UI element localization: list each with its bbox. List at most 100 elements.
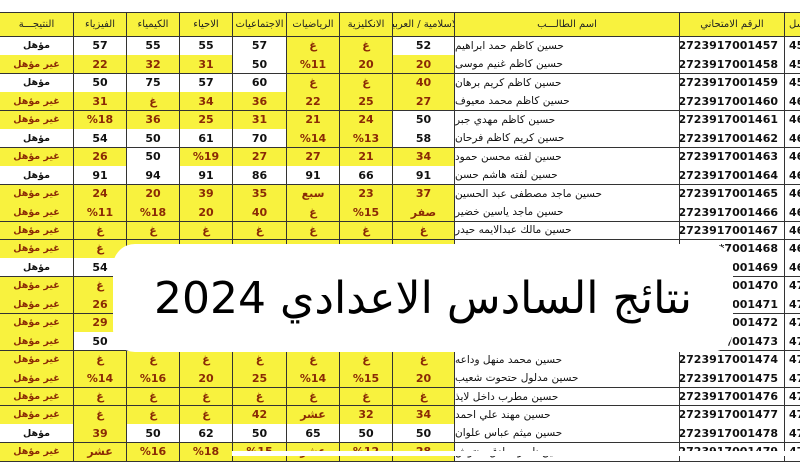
cell-chem: 32 xyxy=(127,55,180,75)
cell-exam-no: 2723917001458 xyxy=(680,55,785,75)
cell-bio: 20 xyxy=(180,369,233,389)
cell-math: سبع xyxy=(287,184,340,204)
cell-seq: 47 xyxy=(785,276,800,296)
title-banner: نتائج السادس الاعدادي 2024 xyxy=(113,244,733,352)
cell-result: غير مؤهل xyxy=(0,55,74,75)
cell-physics: %18 xyxy=(74,110,127,130)
cell-exam-no: 2723917001461 xyxy=(680,110,785,130)
cell-seq: 47 xyxy=(785,332,800,352)
cell-seq: 47 xyxy=(785,387,800,407)
cell-math: غ xyxy=(287,350,340,370)
cell-math: %11 xyxy=(287,55,340,75)
cell-english: 25 xyxy=(340,92,393,112)
cell-result: غير مؤهل xyxy=(0,406,74,425)
cell-chem: 50 xyxy=(127,424,180,444)
cell-bio: غ xyxy=(180,387,233,407)
cell-seq: 46 xyxy=(785,239,800,259)
cell-chem: 50 xyxy=(127,129,180,149)
cell-english: غ xyxy=(340,73,393,93)
cell-social: غ xyxy=(233,221,287,241)
header-chem: الكيمياء xyxy=(127,12,180,37)
cell-physics: عشر xyxy=(74,442,127,462)
cell-math: غ xyxy=(287,221,340,241)
cell-bio: غ xyxy=(180,406,233,425)
cell-math: 22 xyxy=(287,92,340,112)
cell-seq: 46 xyxy=(785,203,800,222)
cell-result: مؤهل xyxy=(0,37,74,56)
cell-name: حسين كاظم محمد معيوف xyxy=(455,92,680,112)
header-exam-no: الرقم الامتحاني xyxy=(680,12,785,37)
cell-chem: %18 xyxy=(127,203,180,222)
cell-exam-no: 2723917001474 xyxy=(680,350,785,370)
cell-chem: 55 xyxy=(127,37,180,56)
cell-exam-no: 2723917001464 xyxy=(680,166,785,186)
cell-seq: 45 xyxy=(785,55,800,75)
cell-math: 91 xyxy=(287,166,340,186)
cell-english: غ xyxy=(340,387,393,407)
cell-name: حسين مهند علي احمد xyxy=(455,406,680,425)
cell-chem: 94 xyxy=(127,166,180,186)
cell-english: 32 xyxy=(340,406,393,425)
cell-physics: 91 xyxy=(74,166,127,186)
cell-seq: 47 xyxy=(785,369,800,389)
cell-english: غ xyxy=(340,350,393,370)
header-bio: الاحياء xyxy=(180,12,233,37)
cell-social: 57 xyxy=(233,37,287,56)
cell-name: حسين مطرب داخل لايذ xyxy=(455,387,680,407)
cell-math: %14 xyxy=(287,369,340,389)
header-english: الانكليزية xyxy=(340,12,393,37)
cell-name: حسين ماجد مصطفى عبد الحسين xyxy=(455,184,680,204)
cell-result: غير مؤهل xyxy=(0,203,74,222)
cell-chem: غ xyxy=(127,221,180,241)
cell-chem: %16 xyxy=(127,442,180,462)
cell-arabic: 58 xyxy=(393,129,455,149)
cell-bio: 31 xyxy=(180,55,233,75)
cell-arabic: 50 xyxy=(393,424,455,444)
cell-physics: %14 xyxy=(74,369,127,389)
cell-exam-no: 2723917001465 xyxy=(680,184,785,204)
cell-result: غير مؤهل xyxy=(0,313,74,333)
cell-bio: 91 xyxy=(180,166,233,186)
cell-math: غ xyxy=(287,73,340,93)
cell-name: حسين مالك عبدالايمه حيدر xyxy=(455,221,680,241)
header-social: الاجتماعيات xyxy=(233,12,287,37)
cell-seq: 45 xyxy=(785,37,800,56)
cell-seq: 46 xyxy=(785,258,800,278)
cell-seq: 47 xyxy=(785,406,800,425)
cell-english: %13 xyxy=(340,129,393,149)
cell-bio: %18 xyxy=(180,442,233,462)
cell-exam-no: 2723917001478 xyxy=(680,424,785,444)
header-physics: الفيزياء xyxy=(74,12,127,37)
cell-arabic: 37 xyxy=(393,184,455,204)
cell-social: 60 xyxy=(233,73,287,93)
cell-result: مؤهل xyxy=(0,73,74,93)
cell-exam-no: 2723917001459 xyxy=(680,73,785,93)
cell-social: 35 xyxy=(233,184,287,204)
cell-arabic: 91 xyxy=(393,166,455,186)
cell-exam-no: 2723917001466 xyxy=(680,203,785,222)
cell-bio: غ xyxy=(180,221,233,241)
cell-arabic: 40 xyxy=(393,73,455,93)
cell-social: 50 xyxy=(233,424,287,444)
cell-math: غ xyxy=(287,37,340,56)
cell-exam-no: 2723917001476 xyxy=(680,387,785,407)
cell-social: 86 xyxy=(233,166,287,186)
cell-math: %14 xyxy=(287,129,340,149)
cell-exam-no: 2723917001460 xyxy=(680,92,785,112)
cell-result: غير مؤهل xyxy=(0,369,74,389)
cell-social: 27 xyxy=(233,147,287,167)
cell-exam-no: 2723917001463 xyxy=(680,147,785,167)
cell-result: غير مؤهل xyxy=(0,221,74,241)
cell-math: غ xyxy=(287,203,340,222)
cell-bio: 25 xyxy=(180,110,233,130)
cell-bio: %19 xyxy=(180,147,233,167)
cell-result: غير مؤهل xyxy=(0,184,74,204)
cell-social: 40 xyxy=(233,203,287,222)
header-math: الرياضيات xyxy=(287,12,340,37)
cell-result: غير مؤهل xyxy=(0,442,74,462)
cell-social: 36 xyxy=(233,92,287,112)
cell-math: 27 xyxy=(287,147,340,167)
cell-bio: 57 xyxy=(180,73,233,93)
cell-seq: 46 xyxy=(785,129,800,149)
cell-seq: 47 xyxy=(785,424,800,444)
